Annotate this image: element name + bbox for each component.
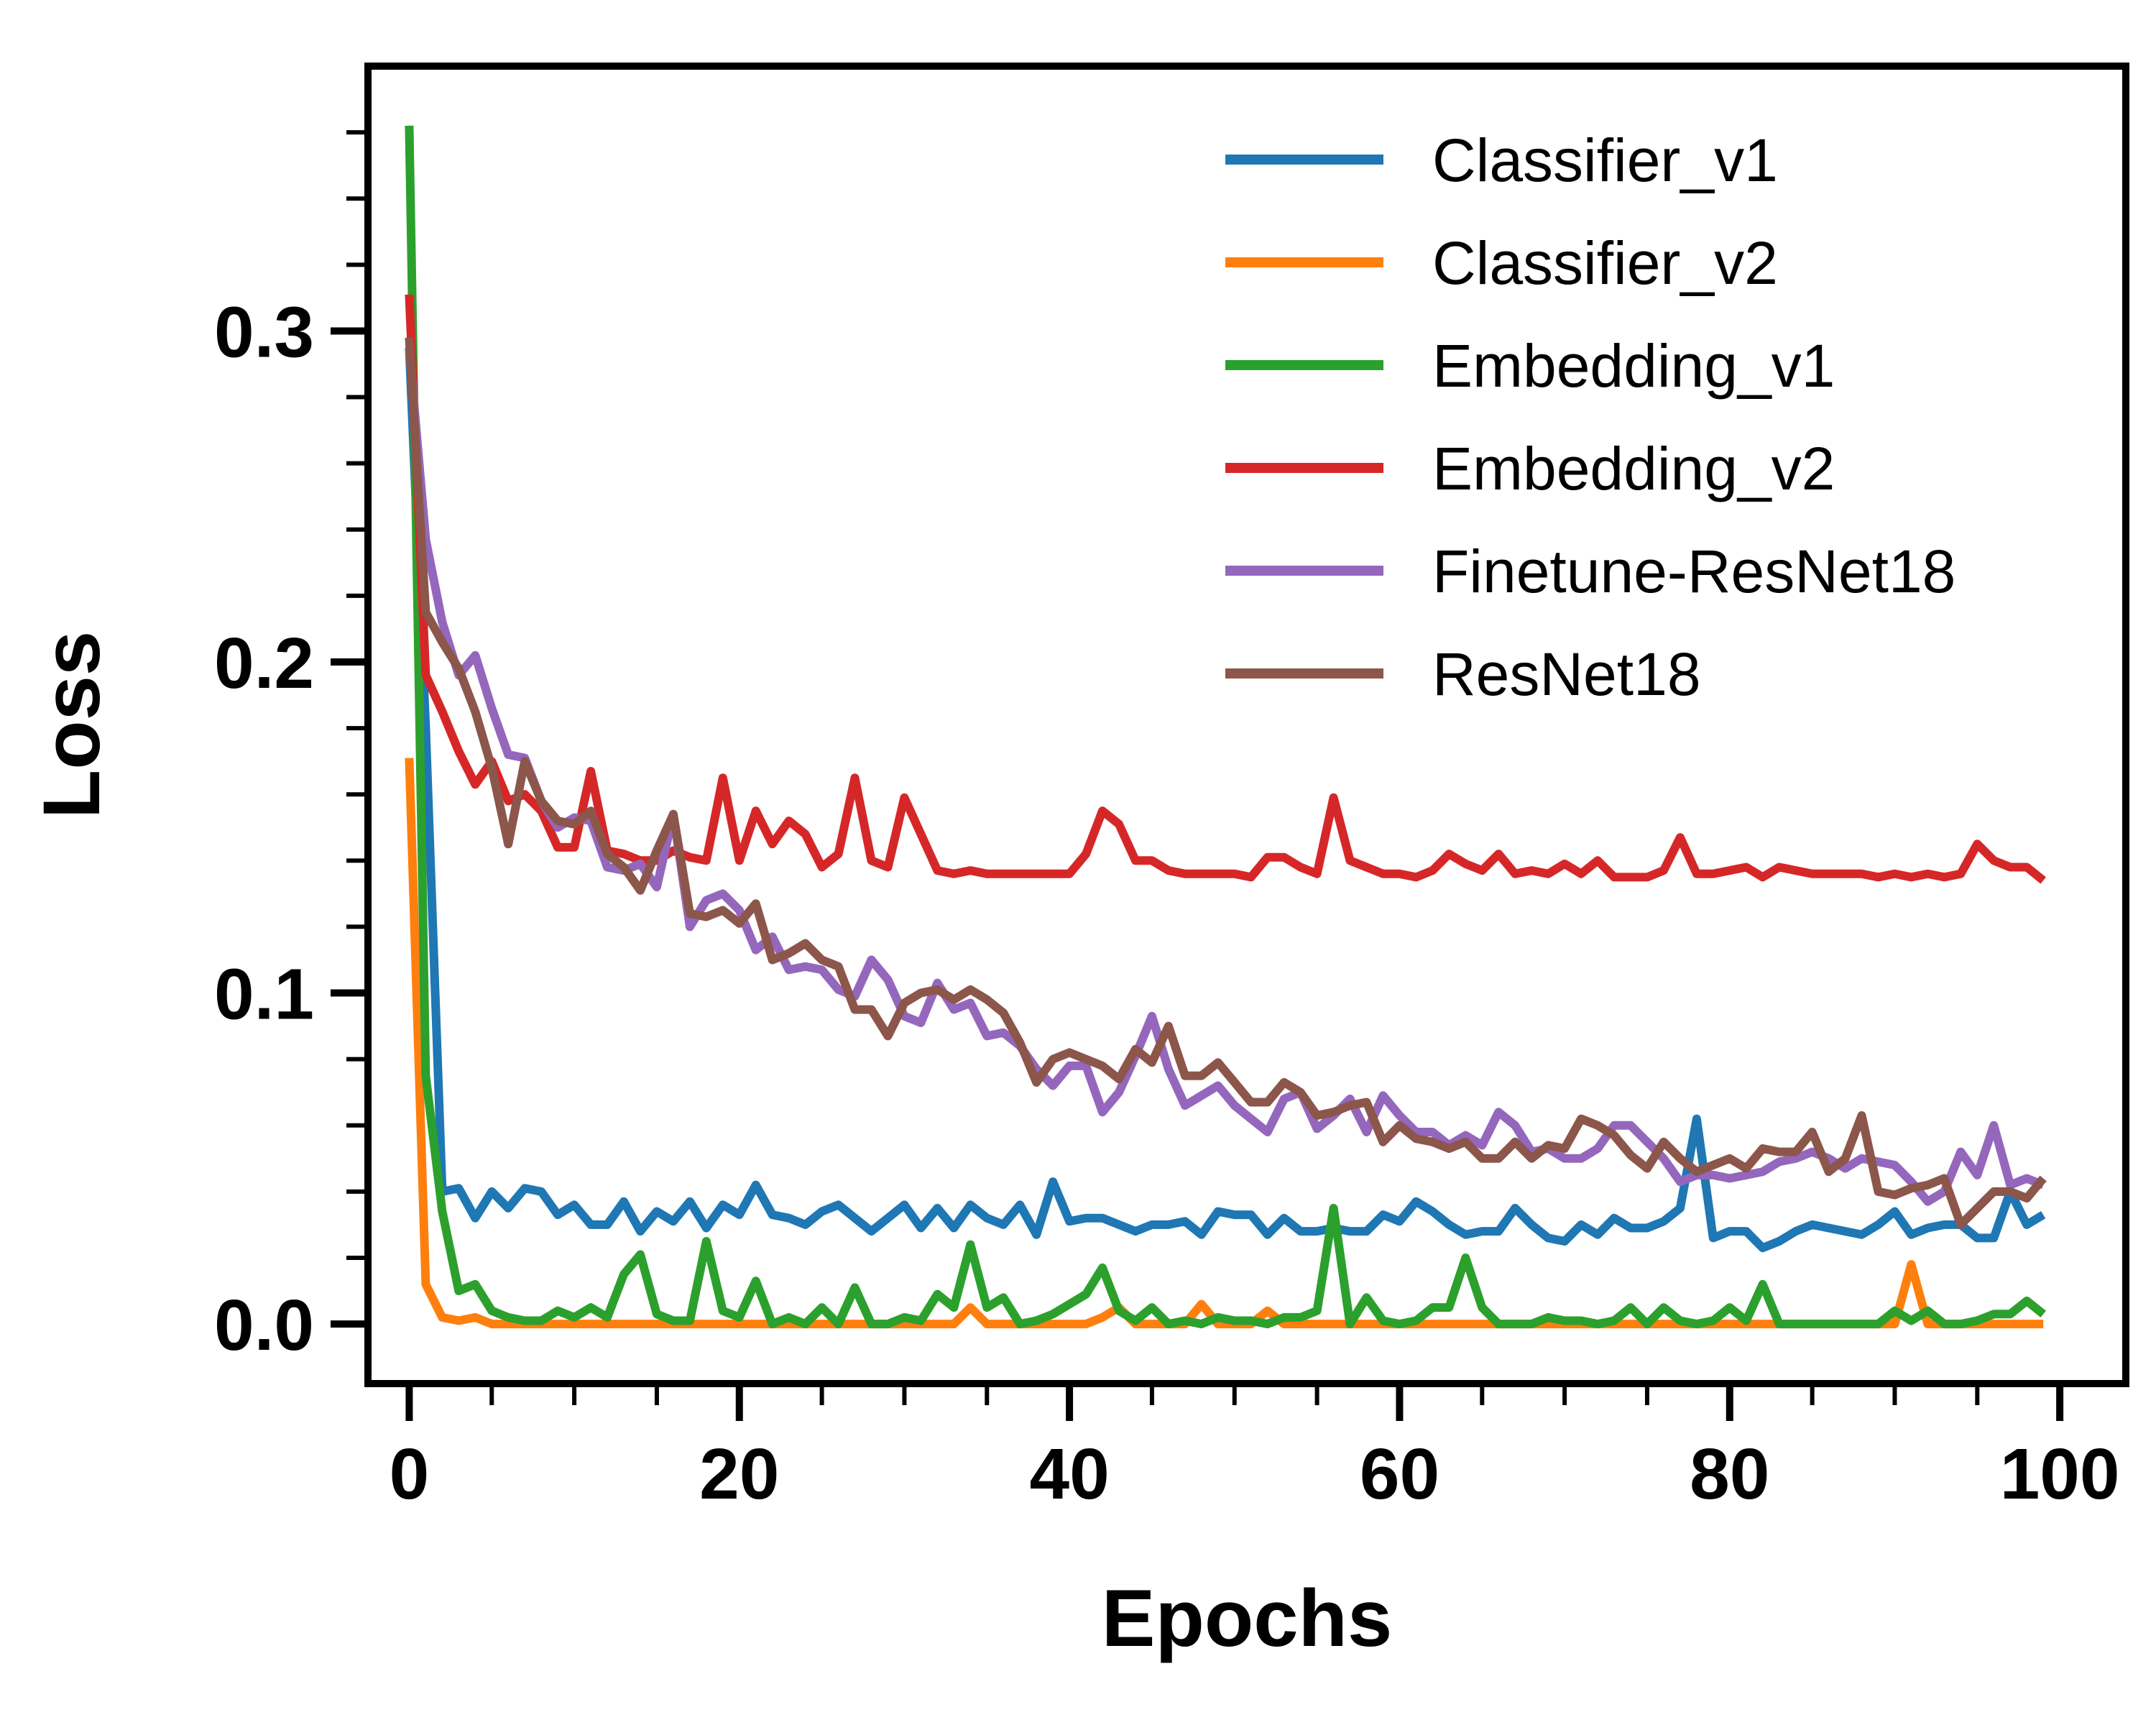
x-tick-label: 80 bbox=[1690, 1434, 1769, 1514]
series-line-classifier-v1 bbox=[405, 347, 2046, 1253]
legend: Classifier_v1 Classifier_v2 Embedding_v1 Em… bbox=[1225, 126, 1955, 708]
x-tick-label: 0 bbox=[390, 1434, 430, 1514]
x-tick-label: 60 bbox=[1360, 1434, 1439, 1514]
plot-area bbox=[405, 125, 2047, 1329]
x-axis-title: Epochs bbox=[1102, 1573, 1393, 1663]
x-tick-label: 40 bbox=[1029, 1434, 1109, 1514]
legend-label-resnet18: ResNet18 bbox=[1432, 640, 1701, 708]
series-line-classifier-v2 bbox=[405, 758, 2044, 1329]
legend-label-embedding-v1: Embedding_v1 bbox=[1432, 332, 1835, 400]
y-tick-label: 0.0 bbox=[214, 1285, 314, 1366]
legend-label-embedding-v2: Embedding_v2 bbox=[1432, 435, 1835, 502]
series-line-embedding-v1 bbox=[405, 125, 2046, 1329]
plot-frame bbox=[364, 63, 2129, 1387]
y-tick-label: 0.3 bbox=[214, 292, 314, 372]
y-axis-title: Loss bbox=[27, 631, 116, 819]
axes: 0 20 40 60 80 100 0.0 0.1 0.2 0.3 bbox=[214, 130, 2120, 1514]
y-tick-label: 0.1 bbox=[214, 954, 314, 1035]
legend-label-finetune-resnet18: Finetune-ResNet18 bbox=[1432, 538, 1955, 605]
legend-label-classifier-v1: Classifier_v1 bbox=[1432, 126, 1778, 194]
series-line-resnet18 bbox=[405, 337, 2047, 1229]
x-tick-label: 20 bbox=[699, 1434, 779, 1514]
x-tick-label: 100 bbox=[2000, 1434, 2120, 1514]
legend-label-classifier-v2: Classifier_v2 bbox=[1432, 229, 1778, 297]
y-tick-label: 0.2 bbox=[214, 623, 314, 704]
